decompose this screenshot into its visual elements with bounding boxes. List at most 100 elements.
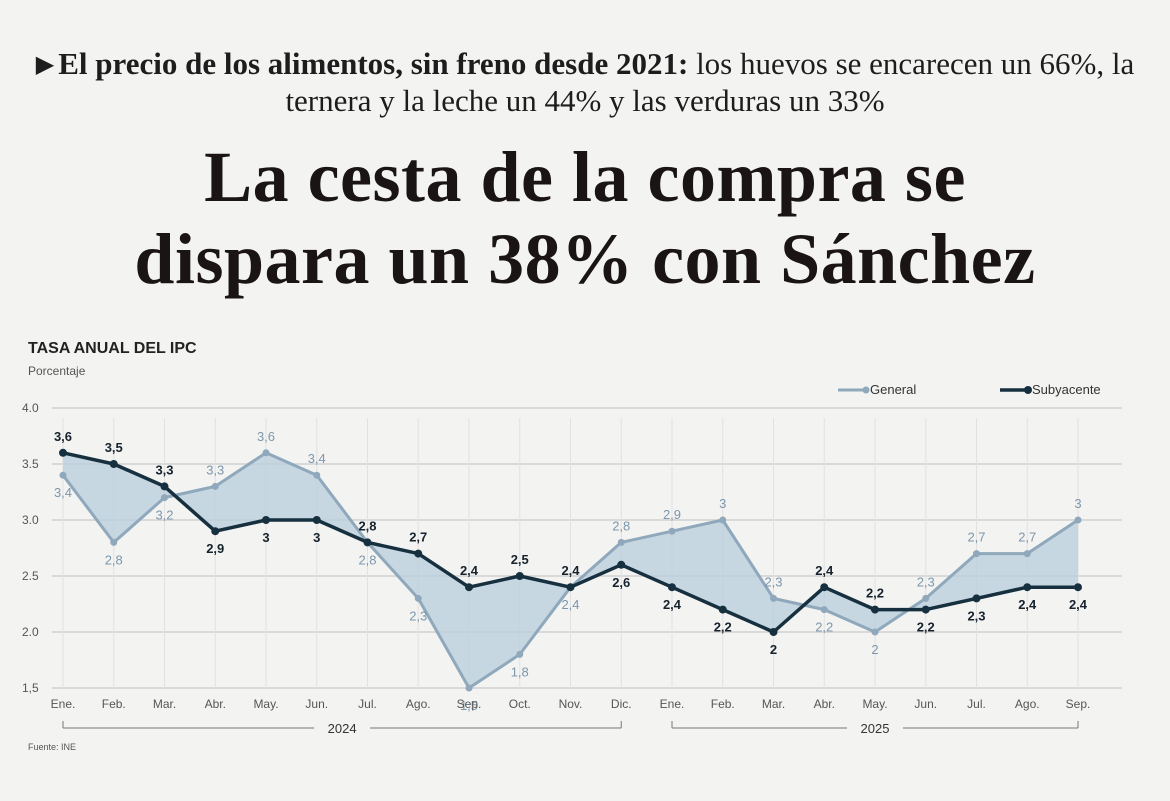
data-label-subyacente: 3,3 (155, 462, 173, 477)
point-general (1023, 550, 1031, 558)
data-label-general: 3,3 (206, 462, 224, 477)
data-label-general: 1,8 (511, 664, 529, 679)
data-label-subyacente: 2,6 (612, 575, 630, 590)
data-label-general: 2,7 (967, 530, 985, 545)
data-label-subyacente: 2,7 (409, 530, 427, 545)
kicker-rest: los huevos se encarecen un 66%, la terne… (285, 46, 1135, 118)
point-subyacente (820, 583, 829, 592)
point-subyacente (515, 572, 524, 580)
x-tick-label: Jul. (358, 697, 377, 711)
data-label-general: 2,3 (917, 574, 935, 589)
point-general (110, 538, 118, 546)
point-general (465, 684, 473, 692)
point-general (617, 538, 625, 546)
point-subyacente (211, 527, 220, 536)
point-subyacente (160, 482, 169, 491)
legend-marker-subyacente (1024, 386, 1032, 394)
point-general (211, 482, 219, 490)
y-tick-label: 2.0 (22, 625, 39, 639)
source-note: Fuente: INE (28, 742, 77, 752)
x-tick-label: Sep. (457, 697, 482, 711)
data-label-general: 3,4 (308, 451, 326, 466)
y-tick-label: 3.0 (22, 513, 39, 527)
data-label-subyacente: 2,2 (866, 586, 884, 601)
legend-label-subyacente: Subyacente (1032, 382, 1101, 397)
data-label-general: 2 (871, 642, 878, 657)
data-label-subyacente: 2,4 (815, 563, 834, 578)
area-between-series (63, 452, 1078, 688)
headline-line-1: La cesta de la compra se (204, 137, 966, 217)
x-tick-label: Dic. (611, 697, 632, 711)
data-label-general: 2,8 (358, 552, 376, 567)
x-tick-label: Ago. (1015, 697, 1040, 711)
point-subyacente (1023, 583, 1032, 592)
x-tick-label: Ago. (406, 697, 431, 711)
point-general (668, 527, 676, 535)
data-label-subyacente: 2,4 (663, 597, 682, 612)
x-tick-label: May. (253, 697, 278, 711)
data-label-subyacente: 2,9 (206, 541, 224, 556)
data-label-general: 2,7 (1018, 530, 1036, 545)
point-general (922, 594, 930, 602)
data-label-general: 2,4 (561, 597, 579, 612)
point-general (973, 550, 980, 558)
legend: General Subyacente (838, 382, 1101, 397)
point-subyacente (414, 549, 423, 558)
point-subyacente (921, 605, 930, 614)
x-tick-label: Mar. (153, 697, 176, 711)
x-tick-label: Feb. (711, 697, 735, 711)
data-label-subyacente: 2,4 (1069, 597, 1088, 612)
x-tick-label: Ene. (660, 697, 685, 711)
data-label-general: 2,8 (105, 552, 123, 567)
headline: La cesta de la compra se dispara un 38% … (0, 136, 1170, 300)
point-general (262, 449, 270, 457)
point-subyacente (668, 583, 676, 592)
data-label-general: 3 (719, 496, 726, 511)
x-tick-label: Abr. (205, 697, 226, 711)
data-label-subyacente: 3,6 (54, 429, 72, 444)
data-label-subyacente: 2,2 (917, 620, 935, 635)
x-tick-label: May. (862, 697, 887, 711)
point-general (516, 650, 524, 658)
kicker-lead: El precio de los alimentos, sin freno de… (58, 46, 689, 81)
point-subyacente (718, 605, 727, 614)
x-tick-label: Jun. (305, 697, 328, 711)
point-subyacente (972, 594, 981, 603)
x-tick-label: Ene. (51, 697, 76, 711)
data-label-general: 3 (1074, 496, 1081, 511)
point-subyacente (566, 583, 575, 592)
axes: 1,5 2.0 2.5 3.0 3.5 4.0 Ene. Feb. Mar. Abr. May. Ju… (22, 401, 1090, 736)
point-general (820, 606, 828, 614)
data-label-subyacente: 3 (313, 530, 320, 545)
point-general (719, 516, 727, 524)
x-tick-label: Jun. (914, 697, 937, 711)
data-label-general: 2,3 (764, 574, 782, 589)
x-tick-label: Jul. (967, 697, 986, 711)
data-label-general: 2,3 (409, 608, 427, 623)
point-general (770, 594, 777, 602)
point-subyacente (769, 628, 778, 636)
y-tick-label: 2.5 (22, 569, 39, 583)
data-label-general: 3,6 (257, 429, 275, 444)
y-tick-label: 1,5 (22, 681, 39, 695)
x-tick-label: Oct. (509, 697, 531, 711)
point-subyacente (871, 605, 879, 614)
data-label-general: 1,5 (460, 698, 478, 713)
point-general (414, 594, 422, 602)
data-labels: 3,4 3,6 2,8 3,5 3,2 3,3 3,3 2,9 3,6 3 3,4 3 2,8 2,8 2,… (54, 429, 1088, 713)
point-subyacente (109, 460, 118, 468)
data-label-subyacente: 2,5 (511, 552, 529, 567)
data-label-general: 2,2 (815, 620, 833, 635)
point-subyacente (617, 560, 626, 569)
data-label-subyacente: 2,8 (358, 518, 376, 533)
y-tick-label: 4.0 (22, 401, 39, 415)
point-general (313, 471, 321, 479)
x-tick-label: Mar. (762, 697, 785, 711)
data-label-subyacente: 2,4 (1018, 597, 1037, 612)
point-subyacente (312, 516, 321, 524)
data-label-general: 3,2 (155, 508, 173, 523)
data-label-general: 2,8 (612, 518, 630, 533)
x-tick-label: Abr. (814, 697, 835, 711)
x-tick-label: Nov. (559, 697, 583, 711)
ipc-line-chart: 3,4 3,6 2,8 3,5 3,2 3,3 3,3 2,9 3,6 3 3,4 3 2,8 2,8 2,… (22, 382, 1122, 736)
